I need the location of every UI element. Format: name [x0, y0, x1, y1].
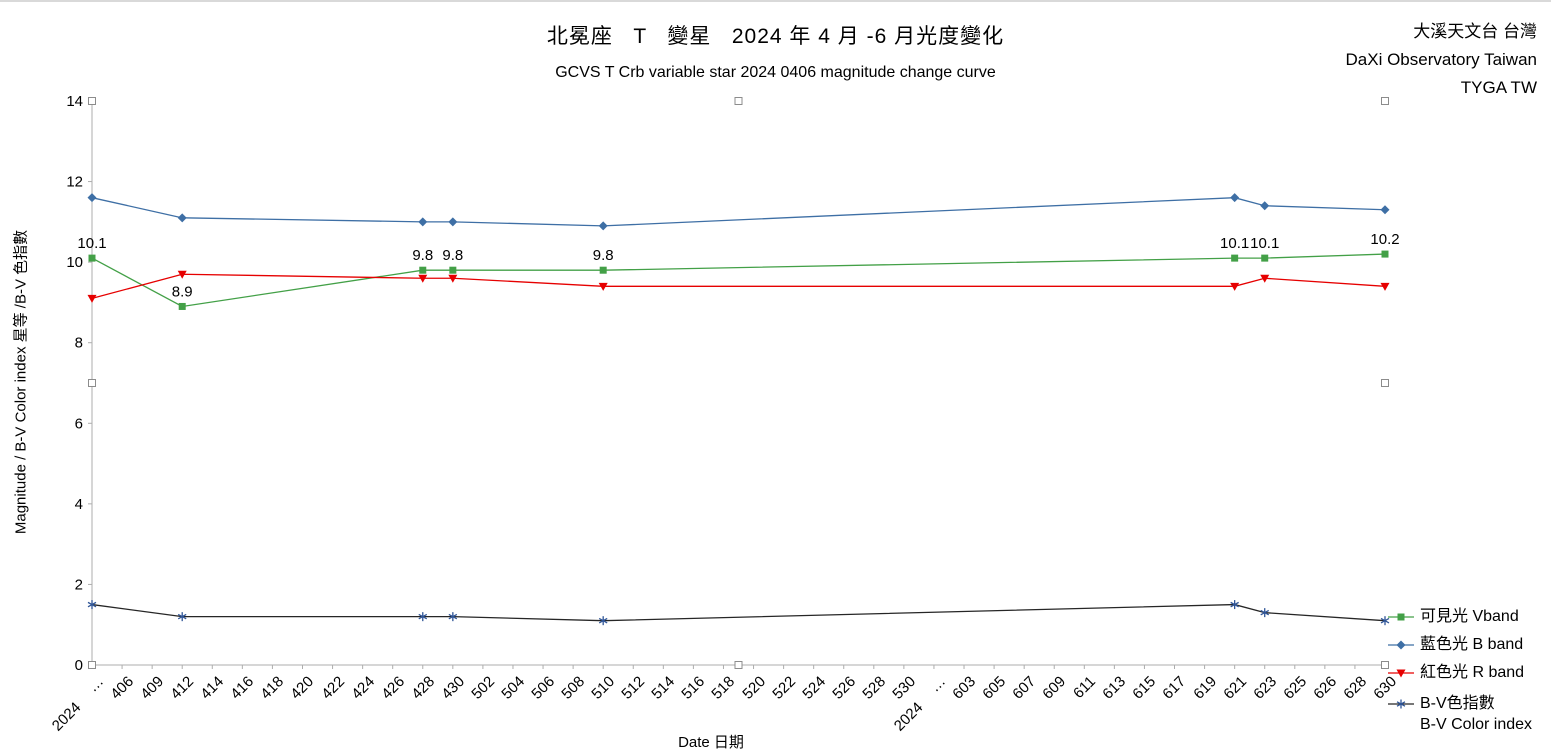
- selection-handle[interactable]: [88, 97, 96, 105]
- data-label: 10.2: [1370, 231, 1399, 248]
- data-point-marker: [448, 613, 458, 620]
- data-label: 9.8: [412, 247, 433, 264]
- selection-handle[interactable]: [88, 379, 96, 387]
- series-line[interactable]: [91, 197, 1386, 227]
- data-point-marker: [418, 217, 428, 227]
- selection-handle[interactable]: [1381, 661, 1389, 669]
- legend-marker-triangle-down-icon: [1388, 669, 1414, 678]
- legend-item[interactable]: 紅色光 R band: [1386, 662, 1532, 683]
- chart-subtitle: GCVS T Crb variable star 2024 0406 magni…: [555, 64, 996, 81]
- data-point-marker: [1260, 609, 1270, 616]
- data-point-marker: [1230, 601, 1239, 608]
- legend-marker-star-icon: [1388, 699, 1414, 709]
- data-point-marker: [177, 270, 187, 279]
- data-point-marker: [177, 213, 187, 223]
- data-point-marker: [1260, 201, 1270, 211]
- legend-marker-square-icon: [1388, 613, 1414, 621]
- data-label: 9.8: [442, 247, 463, 264]
- selection-handle[interactable]: [734, 97, 743, 105]
- data-point-marker: [1380, 617, 1390, 624]
- y-tick-label: 8: [75, 335, 83, 352]
- data-point-marker: [88, 254, 96, 262]
- data-point-marker: [87, 601, 97, 608]
- y-tick-label: 2: [75, 576, 83, 593]
- data-label: 8.9: [172, 283, 193, 300]
- chart-legend: 可見光 Vband 藍色光 B band 紅色光 R band B-V色指數 B-V C…: [1386, 606, 1532, 742]
- data-point-marker: [1261, 254, 1269, 262]
- data-point-marker: [449, 266, 457, 274]
- series-line[interactable]: [91, 273, 1386, 300]
- observatory-name-cjk: 大溪天文台 台灣: [1413, 22, 1537, 41]
- data-point-marker: [1230, 282, 1240, 291]
- data-label: 10.1: [1220, 235, 1249, 252]
- selection-handle[interactable]: [734, 661, 743, 669]
- y-tick-label: 4: [75, 496, 83, 513]
- data-point-marker: [177, 613, 187, 620]
- data-point-marker: [1381, 250, 1389, 258]
- data-point-marker: [87, 193, 97, 203]
- data-label: 10.1: [77, 235, 106, 252]
- data-point-marker: [418, 274, 428, 283]
- data-point-marker: [1380, 282, 1390, 291]
- data-point-marker: [418, 613, 428, 620]
- legend-item[interactable]: 可見光 Vband: [1386, 606, 1532, 627]
- legend-marker-diamond-icon: [1388, 640, 1414, 650]
- legend-label: B-V色指數 B-V Color index: [1420, 695, 1533, 733]
- legend-label: 可見光 Vband: [1420, 608, 1519, 625]
- legend-item[interactable]: B-V色指數 B-V Color index: [1386, 693, 1532, 735]
- data-point-marker: [598, 617, 608, 624]
- data-point-marker: [599, 266, 607, 274]
- observatory-block: 大溪天文台 台灣 DaXi Observatory Taiwan TYGA TW: [1346, 18, 1538, 102]
- data-point-marker: [1380, 205, 1390, 215]
- legend-label: 紅色光 R band: [1420, 664, 1525, 681]
- y-tick-label: 10: [66, 254, 83, 271]
- data-point-marker: [178, 302, 186, 310]
- series-line[interactable]: [91, 253, 1386, 308]
- data-point-marker: [419, 266, 427, 274]
- y-tick-label: 12: [66, 174, 83, 191]
- x-axis-title: Date 日期: [678, 734, 744, 751]
- data-point-marker: [1231, 254, 1239, 262]
- y-tick-label: 0: [75, 657, 83, 674]
- selection-handle[interactable]: [88, 661, 96, 669]
- data-point-marker: [448, 274, 458, 283]
- series-line[interactable]: [91, 603, 1386, 622]
- data-point-marker: [1230, 193, 1240, 203]
- observatory-name-en: DaXi Observatory Taiwan: [1345, 50, 1538, 69]
- legend-label: 藍色光 B band: [1420, 636, 1524, 653]
- data-point-marker: [448, 217, 458, 227]
- selection-handle[interactable]: [1381, 97, 1389, 105]
- data-point-marker: [598, 282, 608, 291]
- observatory-code: TYGA TW: [1460, 78, 1537, 97]
- chart-title: 北冕座 T 變星 2024 年 4 月 -6 月光度變化: [546, 25, 1005, 48]
- data-label: 10.1: [1250, 235, 1279, 252]
- data-label: 9.8: [593, 247, 614, 264]
- legend-item[interactable]: 藍色光 B band: [1386, 634, 1532, 655]
- data-point-marker: [598, 221, 608, 231]
- y-tick-label: 14: [66, 93, 83, 110]
- data-point-marker: [87, 294, 97, 303]
- selection-handle[interactable]: [1381, 379, 1389, 387]
- data-point-marker: [1260, 274, 1270, 283]
- y-tick-label: 6: [75, 415, 83, 432]
